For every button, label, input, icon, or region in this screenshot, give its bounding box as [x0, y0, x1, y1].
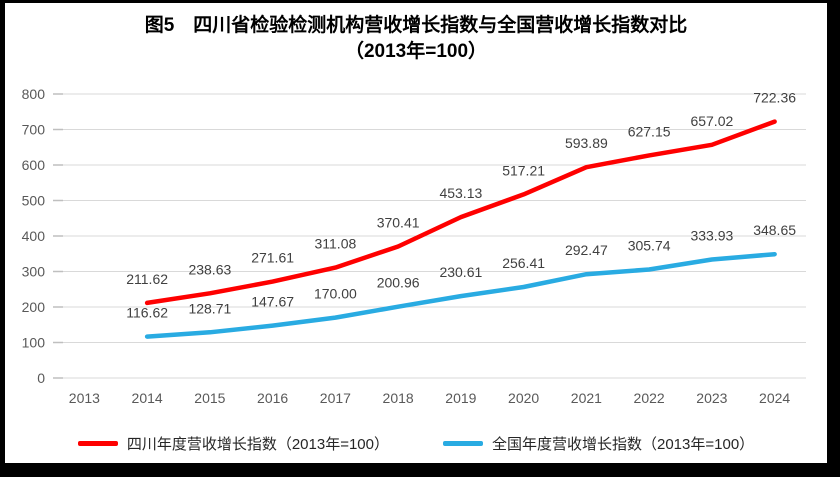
x-axis-tick-label: 2024 — [759, 390, 790, 406]
x-axis-tick-label: 2023 — [696, 390, 727, 406]
data-label: 348.65 — [753, 222, 796, 238]
x-axis-tick-label: 2020 — [508, 390, 539, 406]
data-label: 238.63 — [188, 261, 231, 277]
y-axis-tick-label: 0 — [37, 370, 45, 386]
y-axis-tick-label: 600 — [22, 157, 46, 173]
y-axis-tick-label: 500 — [22, 193, 46, 209]
chart-title: 图5 四川省检验检测机构营收增长指数与全国营收增长指数对比 （2013年=100… — [5, 13, 827, 65]
data-label: 311.08 — [314, 236, 356, 252]
x-axis-tick-label: 2022 — [634, 390, 665, 406]
data-label: 333.93 — [690, 227, 733, 243]
data-label: 305.74 — [628, 237, 671, 253]
legend: 四川年度营收增长指数（2013年=100） 全国年度营收增长指数（2013年=1… — [5, 433, 827, 454]
y-axis-tick-label: 400 — [22, 228, 46, 244]
x-axis-tick-label: 2014 — [132, 390, 163, 406]
data-label: 200.96 — [377, 275, 420, 291]
y-axis-tick-label: 300 — [22, 264, 46, 280]
data-label: 593.89 — [565, 135, 608, 151]
data-label: 370.41 — [377, 215, 420, 231]
legend-label-sichuan: 四川年度营收增长指数（2013年=100） — [126, 436, 389, 453]
data-label: 116.62 — [126, 305, 168, 321]
x-axis-tick-label: 2016 — [257, 390, 288, 406]
data-label: 627.15 — [628, 123, 671, 139]
data-label: 170.00 — [314, 286, 357, 302]
data-label: 657.02 — [690, 113, 733, 129]
x-axis-tick-label: 2021 — [571, 390, 602, 406]
data-label: 292.47 — [565, 242, 608, 258]
national-line-swatch-icon — [443, 441, 483, 446]
x-axis-tick-label: 2015 — [194, 390, 225, 406]
data-label: 517.21 — [502, 162, 545, 178]
x-axis-tick-label: 2018 — [383, 390, 414, 406]
chart-title-line1: 图5 四川省检验检测机构营收增长指数与全国营收增长指数对比 — [144, 15, 688, 36]
series-line-national — [144, 251, 777, 339]
legend-item-national: 全国年度营收增长指数（2013年=100） — [443, 433, 754, 454]
data-label: 271.61 — [251, 250, 294, 266]
y-axis-tick-label: 100 — [22, 335, 46, 351]
x-axis-tick-label: 2017 — [320, 390, 351, 406]
series-line-sichuan — [144, 119, 777, 306]
legend-item-sichuan: 四川年度营收增长指数（2013年=100） — [77, 433, 389, 454]
data-label: 722.36 — [753, 90, 796, 106]
y-axis-tick-label: 200 — [22, 299, 46, 315]
data-label: 453.13 — [439, 185, 482, 201]
data-label: 147.67 — [251, 294, 294, 310]
chart-title-line2: （2013年=100） — [344, 41, 488, 62]
data-label: 128.71 — [188, 300, 231, 316]
plot-area: 0 100 200 300 400 500 600 700 800 2013 2014 2015 201… — [22, 86, 806, 406]
data-label: 211.62 — [126, 271, 168, 287]
y-axis-tick-label: 800 — [22, 86, 46, 102]
data-label: 230.61 — [439, 264, 482, 280]
y-axis-tick-label: 700 — [22, 122, 46, 138]
data-label: 256.41 — [502, 255, 545, 271]
legend-label-national: 全国年度营收增长指数（2013年=100） — [492, 436, 755, 453]
x-axis-tick-label: 2019 — [445, 390, 476, 406]
x-axis-tick-label: 2013 — [69, 390, 100, 406]
sichuan-line-swatch-icon — [77, 441, 118, 446]
